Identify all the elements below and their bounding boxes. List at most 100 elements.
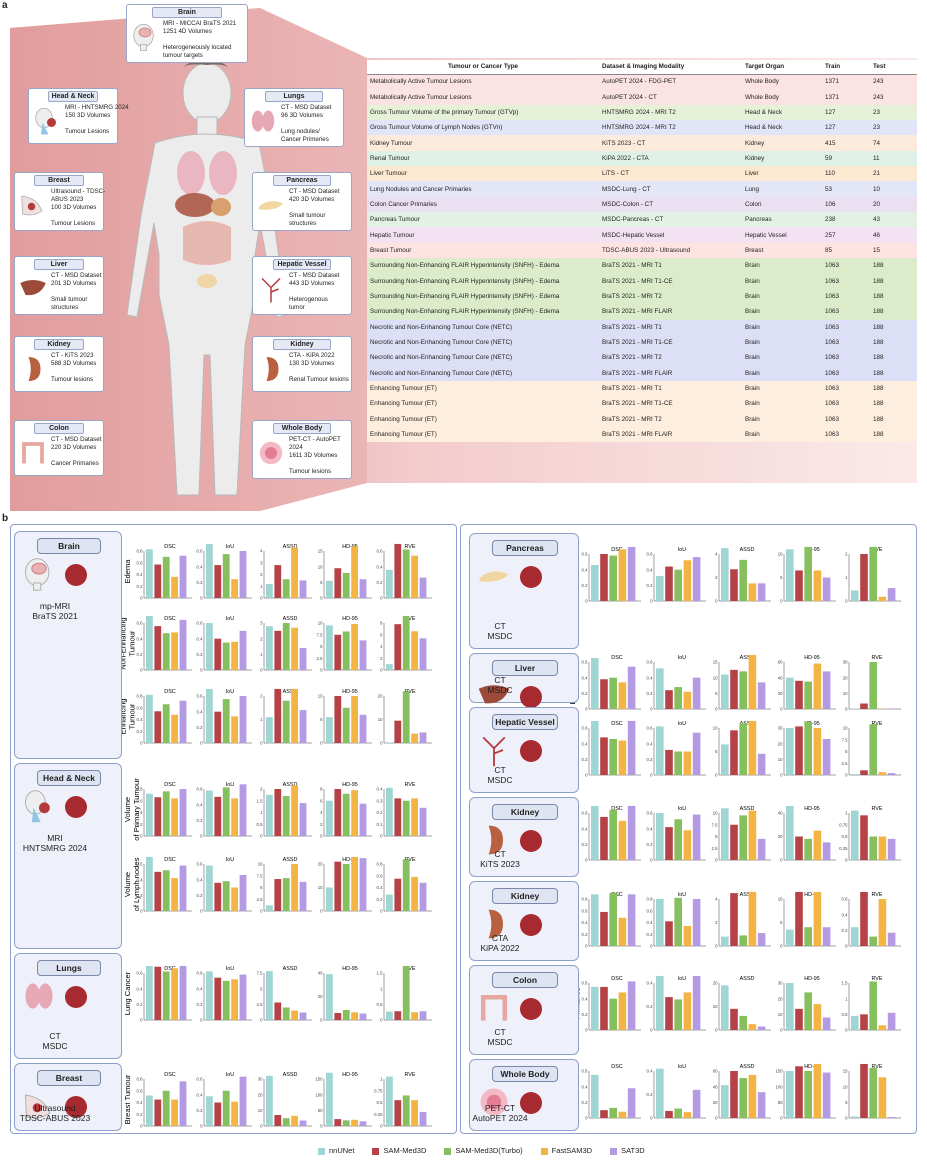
metric-chart-rve-gross-tumour-volume-of-primary-tumour: RVE 0 0.1 0.2 0.3 0.4 <box>377 782 432 839</box>
bar-sam-med3d-turbo- <box>222 699 230 743</box>
dataset-card-modality-line: MSDC <box>487 630 513 641</box>
bar-sam-med3d-turbo- <box>869 724 877 775</box>
organ-card-line: 220 3D Volumes <box>51 444 97 452</box>
metric-title: HD-95 <box>804 655 820 661</box>
bar-fastsam3d <box>171 632 178 670</box>
bar-sat3d <box>299 710 307 743</box>
bar-nnunet <box>386 569 393 598</box>
dataset-card-pancreas: Pancreas CT MSDC <box>469 533 579 649</box>
bar-sat3d <box>692 814 701 860</box>
organ-card-line: 130 3D Volumes <box>289 360 335 368</box>
bar-sam-med3d <box>274 1002 282 1020</box>
table-cell: HNTSMRG 2024 - MRI T2 <box>602 108 676 116</box>
bar-sam-med3d <box>795 1008 803 1030</box>
organ-card-line: 1251 4D Volumes <box>163 28 212 36</box>
bar-nnunet <box>266 1075 273 1126</box>
panel-a-label: a <box>2 0 8 11</box>
organ-card-line <box>51 212 105 220</box>
metric-title: DSC <box>611 721 622 727</box>
bar-sat3d <box>887 773 896 775</box>
dataset-card-modality-line: TDSC-ABUS 2023 <box>19 1112 91 1123</box>
metric-title: DSC <box>611 547 622 553</box>
brain-mri-icon <box>25 558 50 591</box>
metric-title: IoU <box>678 976 686 982</box>
bar-sam-med3d-turbo- <box>869 836 877 860</box>
tick-label: 0.2 <box>647 691 654 696</box>
tick-label: 0.4 <box>647 920 654 925</box>
metric-chart-iou-renal-tumour: IoU 0 0.2 0.4 0.6 0.8 <box>647 892 706 949</box>
tick-label: 0 <box>585 858 588 863</box>
bar-nnunet <box>721 674 729 709</box>
tick-label: 0 <box>650 773 653 778</box>
table-cell: 188 <box>873 292 884 300</box>
row-label-line: of Lymph nodes <box>132 857 141 911</box>
tick-label: 20 <box>843 675 848 680</box>
tick-label: 0 <box>320 909 323 914</box>
bar-fastsam3d <box>171 714 178 743</box>
dataset-card-title: Kidney <box>492 888 558 904</box>
bar-fastsam3d <box>618 1111 627 1118</box>
dataset-card-modality-line: CT <box>49 1031 61 1041</box>
bar-fastsam3d <box>291 1010 298 1020</box>
bar-sam-med3d <box>665 690 673 709</box>
organ-card-title: Breast <box>33 175 85 187</box>
tick-label: 0 <box>845 1028 848 1033</box>
table-cell: BraTS 2021 - MRI T1-CE <box>602 400 673 408</box>
tick-label: 30 <box>258 1077 263 1082</box>
tick-label: 10 <box>318 621 323 626</box>
bar-sat3d <box>419 732 427 743</box>
kidney-icon <box>266 357 279 382</box>
metric-title: HD-95 <box>342 1072 358 1078</box>
bar-fastsam3d <box>618 992 627 1030</box>
bar-fastsam3d <box>351 1012 358 1020</box>
bar-sam-med3d <box>334 789 342 836</box>
organ-card-line: CTA - KiPA 2022 <box>289 352 335 360</box>
bar-fastsam3d <box>231 716 238 743</box>
bar-nnunet <box>266 717 273 743</box>
tick-label: 5 <box>260 885 263 890</box>
bar-sam-med3d <box>154 1099 162 1126</box>
bar-sat3d <box>627 894 636 946</box>
tumour-icon <box>65 986 87 1008</box>
tick-label: 1 <box>260 810 263 815</box>
organ-card-line: Ultrasound - TDSC- <box>51 188 106 196</box>
tick-label: 0.4 <box>647 981 654 986</box>
tick-label: 0.4 <box>137 717 144 722</box>
tumour-icon <box>65 564 87 586</box>
bar-sam-med3d-turbo- <box>342 631 350 670</box>
bar-fastsam3d <box>683 1112 692 1118</box>
table-cell: Enhancing Tumour (ET) <box>370 385 437 393</box>
bar-sat3d <box>692 732 701 775</box>
metric-title: DSC <box>611 806 622 812</box>
table-cell: Brain <box>745 323 760 331</box>
organ-card-colon-left: Colon CT - MSD Dataset 220 3D Volumes Canc… <box>14 420 104 477</box>
legend-swatch <box>610 1147 618 1155</box>
bar-sam-med3d-turbo- <box>869 981 877 1030</box>
tick-label: 150 <box>775 1069 783 1074</box>
organ-card-line: 1611 3D Volumes <box>289 452 338 460</box>
metric-chart-iou-gross-tumour-volume-of-lymph-nodes: IoU 0 0.2 0.4 0.6 <box>197 857 252 914</box>
table-cell: 1063 <box>825 323 840 331</box>
organ-card-line: 588 3D Volumes <box>51 360 97 368</box>
metric-chart-assd-renal-tumour: ASSD 0 2 4 <box>715 891 771 949</box>
metric-chart-rve-edema: RVE 0 0.2 0.4 0.6 <box>377 543 432 601</box>
metric-chart-iou-edema: IoU 0 0.2 0.4 0.6 <box>197 543 252 601</box>
dataset-card-brain: Brain mp-MRI BraTS 2021 <box>14 531 122 759</box>
bar-nnunet <box>146 549 153 598</box>
dataset-card-modality-line: Ultrasound <box>34 1103 76 1113</box>
tick-label: 30 <box>778 981 783 986</box>
tick-label: 0 <box>780 944 783 949</box>
bar-nnunet <box>206 623 213 670</box>
tick-label: 0.4 <box>197 709 204 714</box>
bar-nnunet <box>146 965 153 1020</box>
organ-card-line: structures <box>51 304 79 312</box>
bar-fastsam3d <box>813 570 822 601</box>
bar-sat3d <box>627 981 636 1030</box>
bar-sam-med3d <box>730 730 738 775</box>
metric-chart-iou-tumour: IoU 0 0.2 0.4 <box>647 1064 706 1121</box>
bar-fastsam3d <box>813 728 822 775</box>
lungs-icon <box>25 983 53 1009</box>
table-cell: Head & Neck <box>745 124 783 132</box>
bar-nnunet <box>146 856 153 911</box>
bar-sat3d <box>359 803 367 836</box>
